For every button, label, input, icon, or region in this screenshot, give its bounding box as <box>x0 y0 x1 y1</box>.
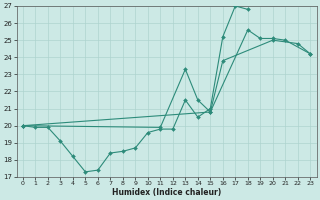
X-axis label: Humidex (Indice chaleur): Humidex (Indice chaleur) <box>112 188 221 197</box>
